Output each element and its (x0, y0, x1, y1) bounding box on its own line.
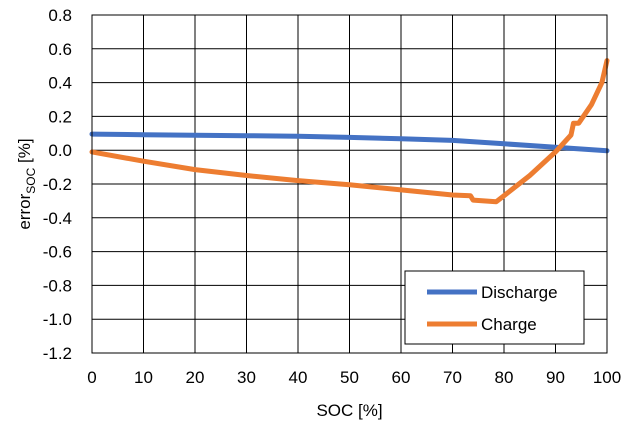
legend-label-discharge: Discharge (481, 283, 558, 302)
y-tick-label: 0.0 (48, 141, 72, 160)
y-axis-title-subscript: SOC (24, 167, 38, 193)
x-tick-label: 40 (289, 368, 308, 387)
y-tick-label: 0.2 (48, 107, 72, 126)
x-tick-label: 80 (495, 368, 514, 387)
y-tick-label: -0.4 (43, 209, 72, 228)
plot-area-frame (91, 14, 608, 354)
y-tick-label: -1.2 (43, 344, 72, 363)
y-tick-label: 0.4 (48, 74, 72, 93)
y-tick-label: -1.0 (43, 310, 72, 329)
y-tick-label: -0.8 (43, 276, 72, 295)
x-tick-label: 50 (340, 368, 359, 387)
x-tick-label: 10 (134, 368, 153, 387)
y-axis-title-main: error (15, 193, 34, 229)
x-axis-title: SOC [%] (316, 401, 382, 420)
legend: Discharge Charge (404, 270, 585, 345)
legend-box (404, 270, 585, 345)
legend-label-charge: Charge (481, 315, 537, 334)
y-tick-label: 0.6 (48, 40, 72, 59)
series-layer (89, 58, 610, 205)
x-tick-label: 70 (443, 368, 462, 387)
x-tick-label: 90 (546, 368, 565, 387)
y-axis-title: errorSOC [%] (15, 138, 38, 229)
y-axis-title-suffix: [%] (15, 138, 34, 167)
x-tick-label: 60 (392, 368, 411, 387)
x-tick-label: 100 (593, 368, 621, 387)
x-tick-labels: 0 10 20 30 40 50 60 70 80 90 100 (87, 368, 621, 387)
y-tick-label: -0.6 (43, 243, 72, 262)
x-tick-label: 30 (237, 368, 256, 387)
y-tick-label: 0.8 (48, 6, 72, 25)
y-tick-label: -0.2 (43, 175, 72, 194)
series-line-charge (89, 58, 610, 205)
series-line-discharge (89, 131, 610, 154)
x-tick-label: 20 (186, 368, 205, 387)
x-tick-label: 0 (87, 368, 96, 387)
y-tick-labels: 0.8 0.6 0.4 0.2 0.0 -0.2 -0.4 -0.6 -0.8 -1.0 -1.2 (43, 6, 72, 363)
